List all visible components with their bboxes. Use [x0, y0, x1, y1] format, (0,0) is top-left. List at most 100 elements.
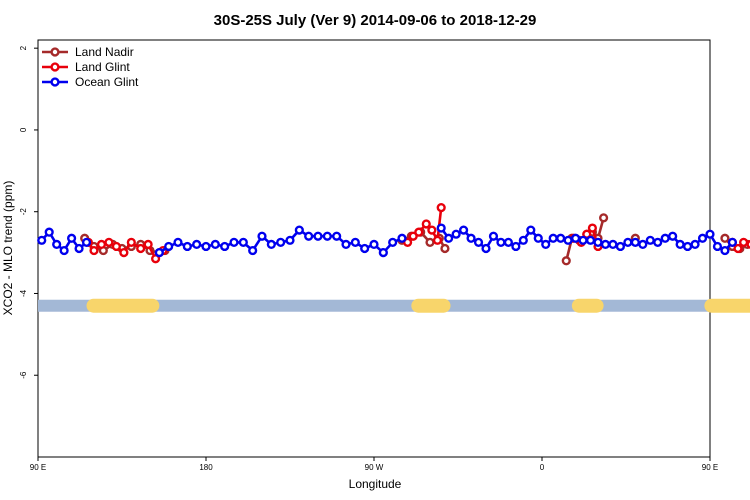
- series-1-point: [421, 219, 431, 229]
- series-0-point: [440, 243, 450, 254]
- series-2-point: [511, 241, 521, 252]
- series-2-point: [238, 237, 248, 247]
- series-2-point: [518, 235, 528, 245]
- legend-label-2: Ocean Glint: [75, 75, 139, 89]
- x-tick-label-0: 90 E: [30, 463, 46, 472]
- series-2-point: [444, 233, 454, 243]
- axis-ticks: 90 E 180 90 W 0 90 E 2 0 -2 -4 -6: [19, 45, 718, 472]
- series-2-point: [608, 239, 618, 250]
- series-2-point: [294, 225, 304, 235]
- series-2-point: [682, 241, 693, 252]
- series-2-point: [727, 237, 738, 247]
- series-2-point: [192, 239, 202, 250]
- series-2-point: [459, 225, 469, 235]
- series-1-point: [136, 243, 146, 254]
- series-2-point: [257, 231, 267, 241]
- series-2-point: [578, 235, 588, 245]
- y-tick-label-4: -6: [19, 371, 28, 379]
- series-2-point: [173, 237, 183, 247]
- series-1-point: [427, 225, 437, 235]
- series-2-point: [630, 237, 640, 247]
- land-ocean-bar: [38, 298, 750, 313]
- series-2-point: [37, 235, 47, 245]
- legend-label-0: Land Nadir: [75, 45, 134, 59]
- x-tick-label-3: 0: [540, 463, 545, 472]
- series-2-point: [44, 227, 54, 237]
- series-layer: [37, 203, 750, 266]
- series-1-point: [432, 235, 443, 245]
- legend-label-1: Land Glint: [75, 60, 130, 74]
- series-2-point: [451, 229, 461, 239]
- y-tick-label-2: -2: [19, 208, 28, 216]
- series-1-point: [587, 223, 598, 233]
- series-1-point: [104, 237, 114, 247]
- series-2-point: [496, 237, 506, 247]
- land-band-0: [86, 298, 160, 313]
- series-2-point: [436, 223, 446, 233]
- series-1-point: [746, 239, 750, 249]
- series-1-point: [582, 229, 592, 239]
- series-2-point: [615, 241, 626, 252]
- series-2-point: [210, 239, 220, 250]
- x-axis-label: Longitude: [349, 477, 402, 491]
- series-2-point: [690, 239, 700, 250]
- series-1-point: [733, 243, 743, 254]
- series-2-point: [653, 237, 663, 247]
- series-2-point: [541, 239, 551, 250]
- series-2-point: [350, 237, 360, 247]
- series-2-point: [473, 237, 484, 247]
- series-2-point: [74, 243, 84, 254]
- y-axis-label: XCO2 - MLO trend (ppm): [1, 181, 15, 316]
- series-2-point: [313, 231, 323, 241]
- y-tick-label-1: 0: [19, 127, 28, 132]
- series-2-point: [570, 233, 581, 243]
- series-1-point: [126, 237, 136, 247]
- series-2-point: [59, 245, 69, 256]
- series-2-point: [201, 241, 211, 252]
- series-2-point: [154, 247, 164, 258]
- series-2-point: [488, 231, 499, 241]
- land-band-3: [704, 298, 750, 313]
- series-0-point: [598, 213, 609, 223]
- series-2-point: [304, 231, 314, 241]
- x-tick-label-4: 90 E: [702, 463, 718, 472]
- series-0-point: [425, 237, 435, 247]
- series-1-point: [436, 203, 446, 213]
- series-1-point: [89, 245, 99, 256]
- land-band-1: [411, 298, 451, 313]
- series-1-point: [151, 254, 161, 264]
- series-1: [83, 203, 750, 264]
- series-2-point: [341, 239, 351, 250]
- land-band-2: [571, 298, 604, 313]
- series-2-point: [220, 241, 230, 252]
- series-2-point: [623, 237, 633, 247]
- series-2-point: [369, 239, 379, 250]
- series-2-point: [697, 233, 708, 243]
- series-2-point: [563, 235, 573, 245]
- legend-marker-1: [50, 62, 60, 72]
- series-2-point: [668, 231, 678, 241]
- series-2-point: [712, 241, 723, 252]
- series-2-point: [638, 239, 648, 250]
- series-2-point: [229, 237, 239, 247]
- series-2-point: [81, 237, 92, 247]
- legend-marker-2: [50, 77, 60, 87]
- series-0-point: [720, 233, 730, 243]
- series-2-point: [66, 233, 77, 243]
- series-2-point: [660, 233, 670, 243]
- y-tick-label-3: -4: [19, 289, 28, 297]
- x-tick-label-2: 90 W: [365, 463, 384, 472]
- series-2-point: [548, 233, 558, 243]
- series-2-point: [556, 233, 566, 243]
- series-2-point: [481, 243, 491, 254]
- series-2-point: [675, 239, 685, 250]
- series-2-point: [332, 231, 342, 241]
- series-1-point: [738, 237, 749, 247]
- series-1-point: [414, 227, 424, 237]
- legend-marker-0: [50, 47, 60, 57]
- y-tick-label-0: 2: [19, 45, 28, 50]
- series-2-point: [526, 225, 536, 235]
- series-2-point: [503, 237, 514, 247]
